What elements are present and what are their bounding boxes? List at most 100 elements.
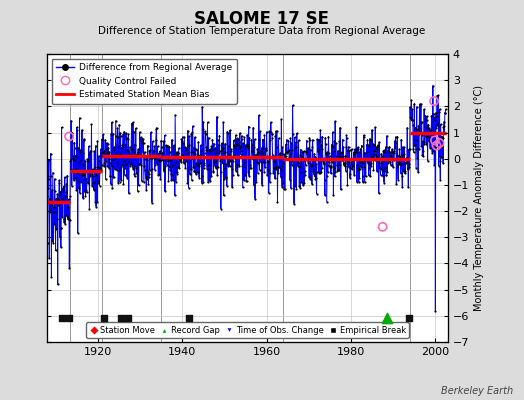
Point xyxy=(397,136,406,143)
Point xyxy=(205,166,213,172)
Point xyxy=(277,116,286,123)
Point xyxy=(86,173,95,180)
Point xyxy=(294,160,303,166)
Point xyxy=(141,167,149,174)
Point xyxy=(358,172,367,179)
Point xyxy=(340,162,348,168)
Point xyxy=(238,136,246,143)
Point xyxy=(201,128,209,134)
Point xyxy=(235,144,244,150)
Point xyxy=(297,179,305,185)
Point xyxy=(231,142,239,149)
Point xyxy=(164,143,172,150)
Point xyxy=(417,101,425,107)
Point xyxy=(406,146,414,152)
Point xyxy=(428,130,436,137)
Point xyxy=(421,112,429,119)
Point xyxy=(400,170,409,176)
Point xyxy=(214,154,223,160)
Point xyxy=(169,177,177,184)
Point xyxy=(438,154,446,160)
Point xyxy=(266,137,275,143)
Point xyxy=(84,158,92,164)
Point xyxy=(427,127,435,133)
Point xyxy=(112,118,120,124)
Point xyxy=(435,140,444,146)
Point xyxy=(342,132,351,138)
Point xyxy=(277,166,285,173)
Point xyxy=(237,148,245,154)
Point xyxy=(332,140,340,146)
Point xyxy=(118,162,126,168)
Point xyxy=(302,149,310,156)
Point xyxy=(320,177,329,183)
Point xyxy=(49,170,57,176)
Point xyxy=(354,144,362,150)
Point xyxy=(422,133,430,139)
Point xyxy=(161,188,169,194)
Point xyxy=(44,173,52,180)
Point xyxy=(110,147,118,153)
Point xyxy=(82,189,91,195)
Point xyxy=(356,159,364,165)
Point xyxy=(142,186,150,193)
Point xyxy=(67,156,75,162)
Point xyxy=(173,170,181,177)
Point xyxy=(391,138,399,144)
Point xyxy=(326,163,334,169)
Point xyxy=(299,157,308,163)
Point xyxy=(402,158,410,165)
Point xyxy=(279,151,287,157)
Point xyxy=(411,137,419,143)
Point xyxy=(398,184,407,190)
Point xyxy=(124,315,133,322)
Point xyxy=(318,165,326,171)
Point xyxy=(212,165,220,172)
Point xyxy=(309,168,318,174)
Point xyxy=(237,133,246,139)
Point xyxy=(168,172,176,178)
Point xyxy=(58,214,67,220)
Point xyxy=(410,100,419,107)
Point xyxy=(45,157,53,163)
Point xyxy=(54,202,62,208)
Point xyxy=(350,172,358,178)
Point xyxy=(243,143,252,149)
Point xyxy=(92,172,101,178)
Point xyxy=(384,156,392,163)
Point xyxy=(387,152,395,159)
Point xyxy=(395,146,403,152)
Point xyxy=(283,148,291,155)
Point xyxy=(153,153,161,159)
Point xyxy=(188,129,196,135)
Point xyxy=(276,152,284,159)
Point xyxy=(93,138,102,144)
Point xyxy=(372,153,380,160)
Point xyxy=(271,166,280,172)
Point xyxy=(439,134,447,141)
Point xyxy=(325,153,334,159)
Point xyxy=(318,146,326,152)
Point xyxy=(230,137,238,144)
Point xyxy=(109,174,117,180)
Point xyxy=(429,82,437,89)
Point xyxy=(412,126,421,132)
Point xyxy=(100,159,108,166)
Point xyxy=(65,265,73,271)
Point xyxy=(221,165,230,171)
Point xyxy=(64,216,72,222)
Point xyxy=(110,144,118,150)
Point xyxy=(430,98,438,104)
Point xyxy=(99,149,107,155)
Point xyxy=(346,165,355,171)
Point xyxy=(237,143,245,149)
Point xyxy=(159,168,168,174)
Point xyxy=(232,141,241,148)
Point xyxy=(275,151,283,157)
Point xyxy=(390,150,398,156)
Point xyxy=(362,173,370,180)
Point xyxy=(392,180,400,187)
Point xyxy=(350,149,358,155)
Point xyxy=(398,172,406,179)
Point xyxy=(381,165,389,171)
